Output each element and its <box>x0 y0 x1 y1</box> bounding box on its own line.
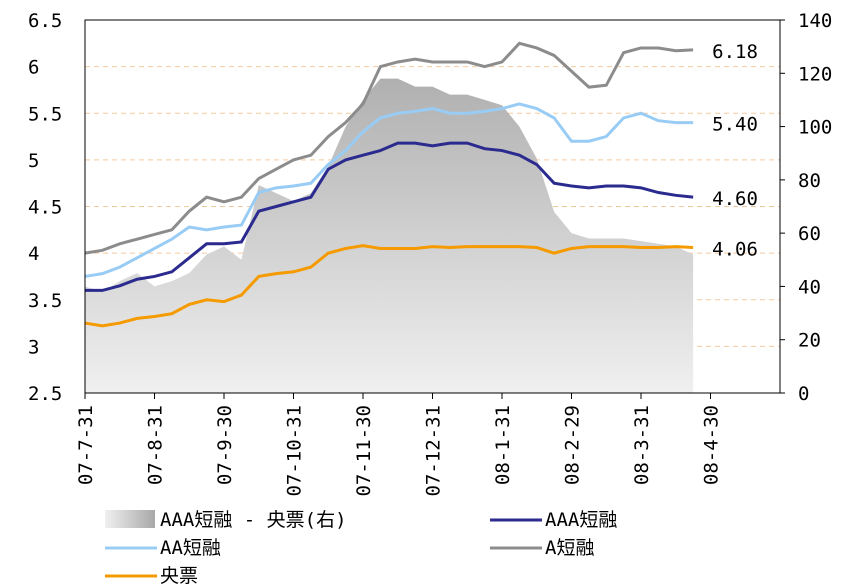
x-tick-label: 07-12-31 <box>423 405 445 497</box>
y-tick-label: 4 <box>28 243 39 265</box>
value-label: 6.18 <box>712 41 758 63</box>
line <box>84 102 694 278</box>
legend-label: AA短融 <box>160 537 221 559</box>
x-tick-label: 08-3-31 <box>631 405 653 485</box>
x-tick-label: 07-10-31 <box>284 405 306 497</box>
y2-tick-label: 40 <box>798 276 821 298</box>
line <box>85 141 694 292</box>
y-tick-label: 5.5 <box>28 103 62 125</box>
line <box>84 244 694 328</box>
legend-label: A短融 <box>545 537 594 559</box>
legend-label: AAA短融 - 央票(右) <box>160 509 347 531</box>
value-label: 4.60 <box>712 188 758 210</box>
legend-swatch <box>105 510 155 528</box>
y2-tick-label: 80 <box>798 170 821 192</box>
legend-label: 央票 <box>160 565 198 584</box>
y-tick-label: 3 <box>28 336 39 358</box>
x-tick-label: 07-8-31 <box>145 405 167 485</box>
x-tick-label: 07-11-30 <box>353 405 375 497</box>
y2-tick-label: 140 <box>798 10 832 32</box>
line <box>84 41 694 255</box>
area <box>85 78 694 393</box>
y2-tick-label: 20 <box>798 330 821 352</box>
y-tick-label: 5 <box>28 150 39 172</box>
x-tick-label: 08-4-30 <box>701 405 723 485</box>
plot-frame <box>84 19 781 394</box>
value-label: 5.40 <box>712 114 758 136</box>
y-tick-label: 2.5 <box>28 383 62 405</box>
x-tick-label: 07-9-30 <box>214 405 236 485</box>
x-tick-label: 08-1-31 <box>492 405 514 485</box>
x-tick-label: 08-2-29 <box>562 405 584 485</box>
y2-tick-label: 60 <box>798 223 821 245</box>
x-tick-label: 07-7-31 <box>75 405 97 485</box>
y2-tick-label: 0 <box>798 383 809 405</box>
y-tick-label: 4.5 <box>28 197 62 219</box>
y-tick-label: 3.5 <box>28 290 62 312</box>
value-label: 4.06 <box>712 239 758 261</box>
y2-tick-label: 100 <box>798 117 832 139</box>
y2-tick-label: 120 <box>798 63 832 85</box>
legend-label: AAA短融 <box>545 509 617 531</box>
y-tick-label: 6.5 <box>28 10 62 32</box>
y-tick-label: 6 <box>28 57 39 79</box>
